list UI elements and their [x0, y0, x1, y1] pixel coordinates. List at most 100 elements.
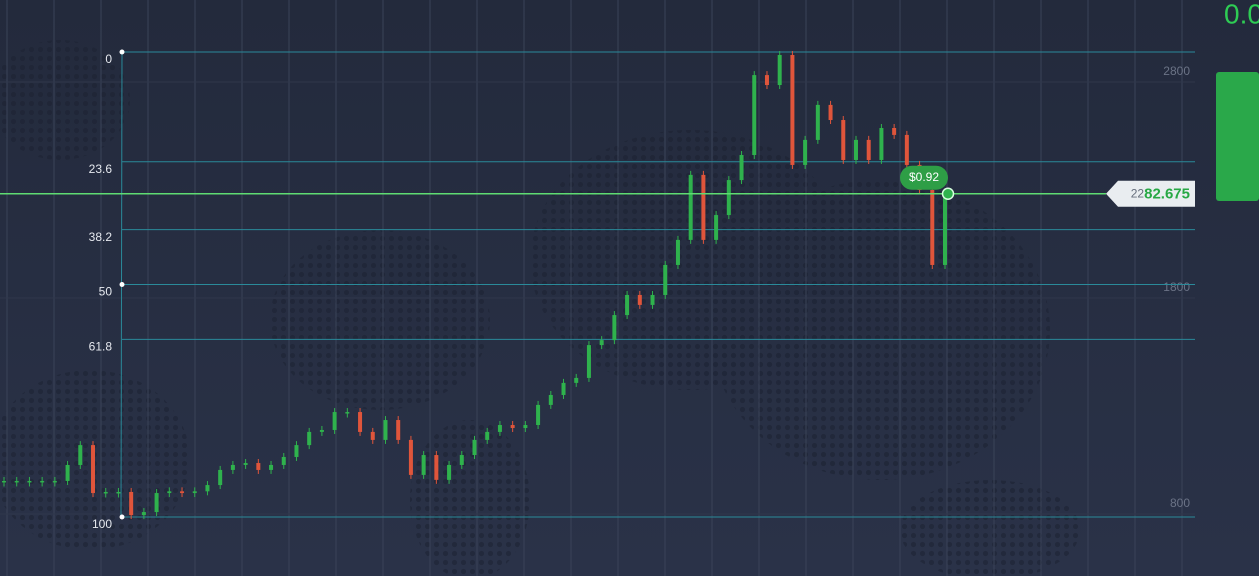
fib-level-label: 61.8	[89, 340, 113, 354]
candle	[548, 394, 553, 405]
candle	[358, 412, 363, 432]
candle	[726, 180, 731, 216]
candle	[510, 425, 515, 429]
candle	[256, 463, 261, 470]
candle	[599, 340, 604, 346]
candle	[586, 345, 591, 378]
candle	[421, 455, 426, 475]
candle	[739, 155, 744, 181]
candle	[52, 480, 57, 483]
fib-level-label: 38.2	[89, 230, 113, 244]
profit-bubble-text: $0.92	[909, 170, 939, 184]
vertical-grid	[6, 0, 1183, 576]
candle	[103, 491, 108, 494]
price-tick-label: 800	[1170, 496, 1190, 510]
candle	[447, 464, 452, 480]
fib-level-label: 23.6	[89, 162, 113, 176]
candle	[434, 455, 439, 480]
candle	[459, 455, 464, 465]
candle	[180, 491, 185, 494]
candle	[167, 491, 172, 494]
candle	[205, 485, 210, 492]
candle	[192, 491, 197, 494]
candle	[815, 104, 820, 140]
candle	[281, 456, 286, 465]
candle	[485, 431, 490, 440]
fib-handle	[119, 49, 125, 55]
candle	[78, 445, 83, 465]
chart-layer: 2800 1800 800 0 23.6 38.2 50 61.8 100 2282.675 $0.…	[0, 49, 1195, 531]
top-right-value: 0.0	[1224, 0, 1259, 29]
candle	[345, 412, 350, 414]
candle	[879, 128, 884, 160]
candle	[943, 193, 947, 265]
candle	[472, 439, 477, 456]
candle	[688, 174, 693, 240]
candle	[714, 215, 719, 240]
fib-level-label: 100	[92, 517, 112, 531]
candle	[803, 139, 808, 165]
candle	[230, 464, 235, 470]
profit-bubble	[900, 165, 948, 190]
candle	[154, 493, 159, 513]
candle	[574, 377, 579, 383]
candle	[561, 382, 566, 395]
candle	[892, 128, 897, 135]
candle	[904, 134, 909, 165]
candle	[332, 412, 337, 430]
candle	[294, 445, 299, 457]
candle	[625, 294, 630, 316]
fib-level-label: 0	[105, 52, 112, 66]
candle	[40, 480, 45, 483]
fib-handle	[119, 282, 125, 287]
candle	[675, 239, 680, 265]
candle	[129, 491, 134, 516]
candle	[777, 55, 782, 86]
candle	[243, 463, 248, 465]
candle	[866, 139, 871, 160]
candle	[65, 464, 70, 481]
candle	[319, 429, 324, 432]
candle	[790, 55, 795, 165]
candle	[930, 190, 935, 265]
world-map	[0, 40, 1080, 576]
candle	[269, 464, 274, 470]
candle	[637, 294, 642, 305]
candle	[396, 420, 401, 440]
candle	[853, 139, 858, 160]
candle	[307, 431, 312, 446]
candle	[764, 75, 769, 86]
fib-level-label: 50	[99, 285, 113, 299]
candle	[14, 480, 19, 483]
candle	[612, 315, 617, 341]
candle	[752, 75, 757, 156]
price-tick-label: 2800	[1163, 64, 1190, 78]
candle	[141, 512, 146, 516]
candle	[497, 425, 502, 432]
candle	[701, 174, 706, 240]
candle	[27, 480, 32, 483]
candle	[828, 104, 833, 121]
price-tag-prefix: 22	[1131, 187, 1145, 201]
price-tag	[1106, 180, 1195, 207]
candle	[383, 420, 388, 440]
candle	[116, 491, 121, 494]
candle	[663, 264, 668, 295]
candle	[218, 469, 223, 486]
candle	[91, 445, 96, 494]
candle	[650, 294, 655, 305]
fib-handle	[119, 514, 125, 520]
candle	[536, 404, 541, 426]
price-tag-main: 82.675	[1144, 186, 1190, 203]
candle	[370, 431, 375, 440]
candle	[408, 439, 413, 475]
price-tag-text: 2282.675	[1131, 186, 1190, 203]
candle	[841, 120, 846, 160]
price-tick-label: 1800	[1163, 280, 1190, 294]
current-price-marker	[941, 187, 955, 200]
candle	[523, 425, 528, 429]
candle	[2, 480, 6, 483]
trade-button[interactable]	[1216, 72, 1259, 201]
